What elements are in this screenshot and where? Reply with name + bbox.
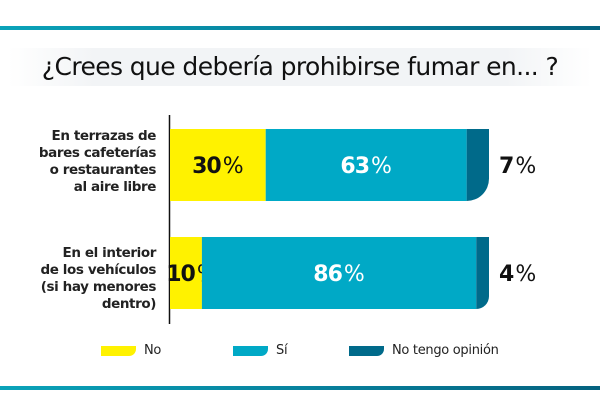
bar-segment-0-2	[466, 129, 489, 201]
bar-segment-1-0	[170, 237, 202, 309]
top-accent-rule	[0, 26, 600, 30]
category-label-line: (si hay menores dentro)	[40, 279, 157, 312]
category-label-line: al aire libre	[73, 179, 157, 195]
bar-segment-0-1	[265, 129, 467, 201]
category-label-terrazas: En terrazas de bares cafeterías o restau…	[6, 128, 157, 196]
bar-segment-0-0	[170, 129, 266, 201]
legend-swatch-no	[101, 345, 136, 356]
data-label-0-1: 63%	[340, 154, 392, 179]
legend-item-si: Sí	[233, 343, 288, 358]
legend-label-no: No	[144, 343, 162, 358]
bar-segment-1-1	[201, 237, 477, 309]
category-label-line: En el interior	[62, 245, 157, 261]
title-band	[8, 48, 592, 86]
data-label-1-1: 86%	[313, 262, 365, 287]
category-label-line: de los vehículos	[40, 262, 156, 278]
legend-label-no-opinion: No tengo opinión	[392, 343, 499, 358]
data-label-0-2: 7%	[499, 154, 536, 179]
category-label-line: bares cafeterías	[38, 145, 157, 161]
legend-label-si: Sí	[276, 343, 288, 358]
chart-title: ¿Crees que debería prohibirse fumar en..…	[41, 52, 559, 81]
legend-swatch-si	[233, 345, 268, 356]
category-label-line: o restaurantes	[49, 162, 157, 178]
bar-segment-1-2	[476, 237, 489, 309]
legend-item-no-opinion: No tengo opinión	[349, 343, 499, 358]
data-label-1-2: 4%	[499, 262, 536, 287]
data-label-0-0: 30%	[192, 154, 244, 179]
bottom-accent-rule	[0, 386, 600, 390]
legend-item-no: No	[101, 343, 161, 358]
category-label-vehiculos: En el interior de los vehículos (si hay …	[6, 245, 156, 313]
category-label-line: En terrazas de	[51, 128, 157, 144]
legend-swatch-no-opinion	[349, 345, 384, 356]
